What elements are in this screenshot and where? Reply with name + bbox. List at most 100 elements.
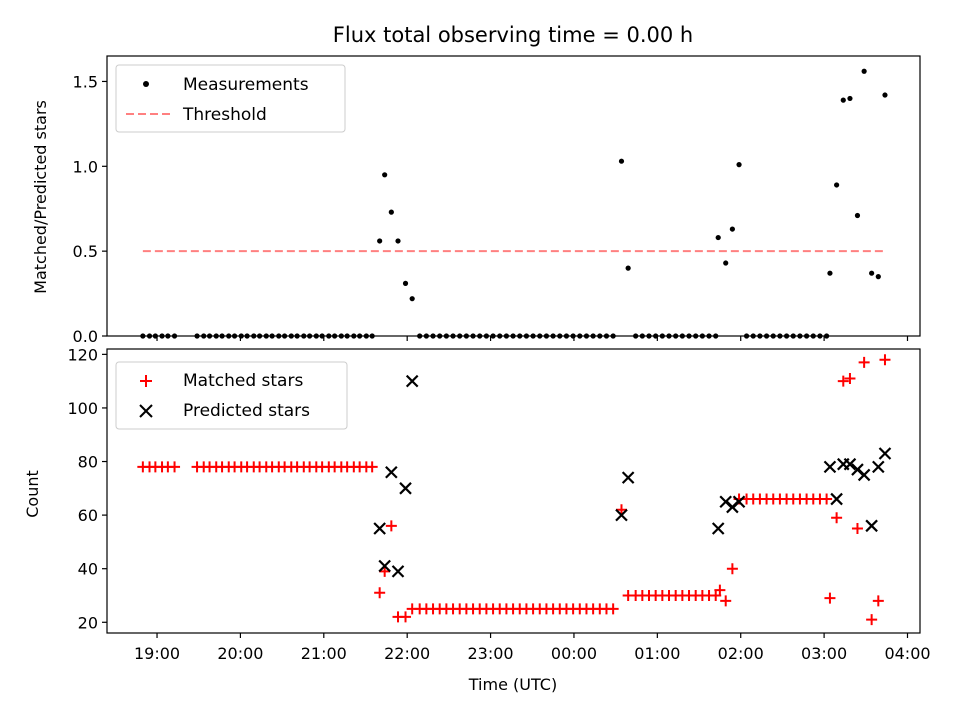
count-y-tick-label: 80 (78, 453, 98, 472)
predicted-stars-marker (391, 565, 405, 578)
count-x-tick-label: 19:00 (134, 644, 180, 663)
matched-stars-marker (720, 595, 732, 607)
count-x-tick-label: 22:00 (384, 644, 430, 663)
measurement-point (827, 270, 833, 276)
count-y-tick-label: 100 (67, 399, 98, 418)
count-legend-box (115, 361, 348, 430)
measurement-point (625, 265, 631, 271)
count-y-ticks: 20 40 60 80 100 120 (67, 345, 107, 632)
predicted-stars-marker (732, 495, 746, 508)
predicted-stars-marker (830, 492, 843, 506)
count-plot-frame (106, 348, 921, 634)
count-y-tick-label: 20 (78, 613, 98, 632)
measurement-point (618, 158, 625, 164)
measurement-point (395, 238, 401, 244)
matched-stars-marker (366, 461, 378, 473)
matched-stars-marker (837, 375, 849, 387)
measurement-point (723, 260, 729, 266)
matched-stars-marker (400, 611, 412, 623)
legend-matched-marker (140, 375, 152, 387)
legend-predicted-label: Predicted stars (183, 401, 310, 421)
matched-stars-marker (726, 563, 738, 575)
predicted-stars-marker (615, 508, 628, 522)
predicted-stars-marker (621, 471, 635, 484)
predicted-stars-marker (872, 460, 885, 474)
measurement-point (715, 234, 721, 241)
ratio-y-tick-label: 1.0 (73, 157, 98, 176)
count-x-tick-label: 21:00 (301, 644, 347, 663)
matched-stars-marker (872, 595, 884, 607)
ratio-legend: Measurements Threshold (115, 64, 346, 133)
count-x-tick-label: 20:00 (217, 644, 263, 663)
predicted-stars-marker (385, 465, 398, 479)
count-x-tick-label: 23:00 (468, 644, 514, 663)
measurement-point (875, 274, 881, 280)
predicted-stars-marker (405, 374, 419, 388)
ratio-y-tick-label: 1.5 (73, 72, 98, 91)
ratio-legend-box (115, 64, 346, 133)
predicted-stars-points (373, 374, 892, 578)
measurement-point (882, 92, 888, 98)
measurement-point (840, 97, 846, 103)
legend-threshold-label: Threshold (182, 105, 267, 125)
count-y-tick-label: 60 (78, 506, 98, 525)
matched-stars-marker (821, 493, 833, 505)
predicted-stars-marker (399, 482, 412, 495)
measurement-point (869, 270, 875, 276)
count-x-tick-label: 03:00 (801, 644, 847, 663)
measurement-point (382, 172, 388, 178)
measurement-point (861, 68, 867, 74)
count-x-tick-label: 02:00 (718, 644, 764, 663)
matched-stars-marker (824, 592, 836, 604)
matched-stars-marker (844, 372, 856, 384)
count-y-axis-label: Count (23, 470, 42, 518)
predicted-stars-marker (878, 447, 892, 460)
ratio-y-tick-label: 0.5 (73, 242, 98, 261)
measurement-point (847, 95, 853, 102)
count-x-tick-label: 01:00 (634, 644, 680, 663)
count-y-tick-label: 40 (78, 560, 98, 579)
count-x-ticks: 19:00 20:00 21:00 22:00 23:00 00:00 01:00 02:00… (134, 633, 931, 663)
predicted-stars-marker (378, 559, 391, 573)
matched-stars-marker (169, 461, 181, 473)
predicted-stars-marker (857, 468, 871, 482)
measurement-point (377, 238, 383, 244)
measurement-point (409, 296, 415, 302)
ratio-y-tick-label: 0.0 (73, 327, 98, 346)
measurement-point (729, 226, 735, 232)
legend-measurements-marker (143, 81, 149, 87)
measurement-point (388, 209, 394, 215)
count-x-axis-label: Time (UTC) (468, 675, 557, 694)
predicted-stars-marker (373, 522, 386, 535)
predicted-stars-marker (865, 519, 878, 533)
legend-matched-label: Matched stars (183, 371, 303, 391)
matched-stars-marker (374, 587, 386, 599)
count-x-tick-label: 00:00 (551, 644, 597, 663)
matched-stars-marker (379, 565, 391, 577)
predicted-stars-marker (711, 522, 725, 535)
matched-stars-marker (851, 523, 863, 535)
predicted-stars-marker (823, 460, 837, 474)
measurement-point (834, 182, 840, 188)
matched-stars-marker (615, 504, 627, 516)
chart-title: Flux total observing time = 0.00 h (333, 23, 693, 47)
legend-predicted-marker (139, 404, 153, 418)
measurement-point (854, 212, 861, 219)
count-y-tick-label: 120 (67, 345, 98, 364)
matched-stars-marker (866, 614, 878, 626)
matched-stars-marker (858, 356, 870, 368)
predicted-stars-marker (843, 457, 857, 471)
measurement-point (402, 280, 409, 286)
count-x-tick-label: 04:00 (884, 644, 930, 663)
legend-measurements-label: Measurements (183, 75, 309, 95)
ratio-y-ticks: 0.0 0.5 1.0 1.5 (73, 72, 107, 346)
matched-stars-marker (714, 584, 726, 596)
count-legend: Matched stars Predicted stars (115, 361, 348, 430)
matched-stars-marker (607, 603, 619, 615)
ratio-plot-frame (106, 55, 921, 337)
matched-stars-marker (385, 520, 397, 532)
measurement-point (736, 162, 742, 168)
count-subplot: Count Time (UTC) 20 40 60 80 100 120 19:00 20:… (23, 345, 931, 694)
ratio-y-axis-label: Matched/Predicted stars (31, 100, 50, 294)
